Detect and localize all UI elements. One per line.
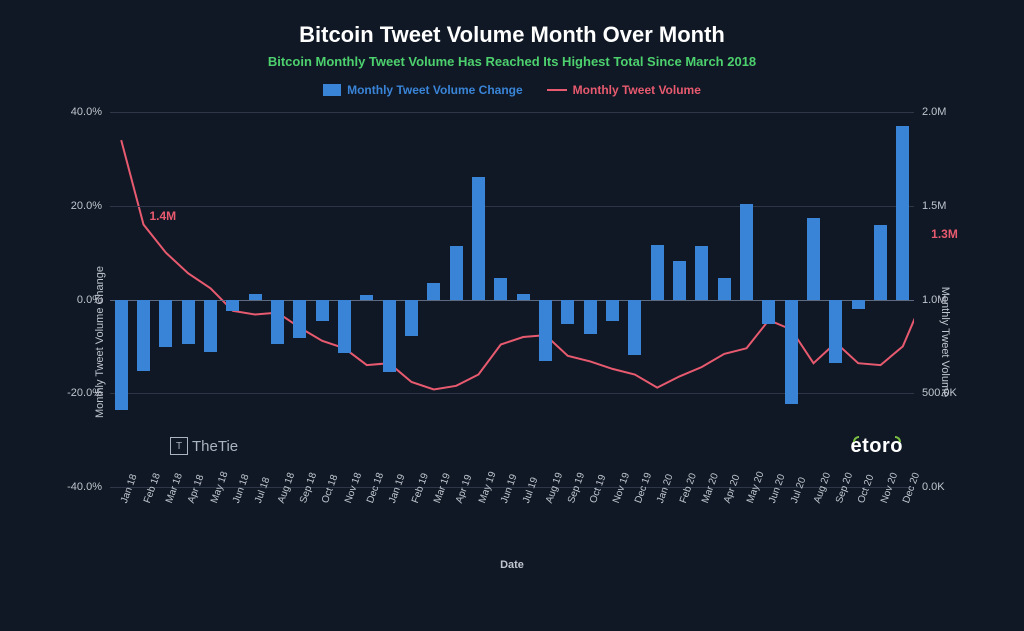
bar [271,300,284,344]
bar [807,218,820,300]
bar [159,300,172,348]
bar [852,300,865,309]
bar [316,300,329,321]
line-callout: 1.4M [150,209,177,223]
grid-line [110,112,914,113]
bar [673,261,686,299]
y-tick-right: 2.0M [922,106,972,118]
chart-legend: Monthly Tweet Volume Change Monthly Twee… [40,83,984,97]
bar [405,300,418,337]
bar [383,300,396,373]
chart-area: Monthly Tweet Volume Change Monthly Twee… [40,107,984,577]
chart-subtitle: Bitcoin Monthly Tweet Volume Has Reached… [40,54,984,69]
legend-swatch-bar [323,84,341,96]
bar [740,204,753,299]
bar [561,300,574,325]
bar [450,246,463,299]
bar [182,300,195,345]
bar [293,300,306,339]
bar [539,300,552,362]
bar [115,300,128,410]
x-axis: Date Jan 18Feb 18Mar 18Apr 18May 18Jun 1… [110,495,914,569]
bar [762,300,775,324]
bar [718,278,731,299]
bar [204,300,217,353]
legend-swatch-line [547,89,567,91]
y-tick-left: 20.0% [52,200,102,212]
legend-label-line: Monthly Tweet Volume [573,83,701,97]
y-tick-left: -40.0% [52,481,102,493]
bar [472,177,485,300]
legend-item-bar: Monthly Tweet Volume Change [323,83,523,97]
bar [494,278,507,300]
y-tick-left: -20.0% [52,387,102,399]
legend-label-bar: Monthly Tweet Volume Change [347,83,523,97]
y-tick-right: 1.0M [922,294,972,306]
bar [829,300,842,364]
chart-title: Bitcoin Tweet Volume Month Over Month [40,22,984,48]
bar [874,225,887,299]
bar [785,300,798,405]
y-tick-left: 40.0% [52,106,102,118]
bar [338,300,351,354]
bar [226,300,239,312]
bar [584,300,597,335]
x-axis-title: Date [500,559,524,571]
bar [651,245,664,299]
legend-item-line: Monthly Tweet Volume [547,83,701,97]
y-tick-right: 0.0K [922,481,972,493]
plot-region: 1.4M1.3MTTheTieetoro [110,112,914,487]
bar [628,300,641,355]
bar [517,294,530,300]
bar [695,246,708,300]
grid-line [110,206,914,207]
etoro-logo: etoro [848,435,907,458]
thetie-logo: TTheTie [170,437,238,455]
bar [137,300,150,372]
bar [249,294,262,299]
bar [427,283,440,300]
bar [360,295,373,299]
y-tick-right: 1.5M [922,200,972,212]
y-tick-left: 0.0% [52,294,102,306]
y-tick-right: 500.0K [922,387,972,399]
bar [606,300,619,322]
bar [896,126,909,299]
line-callout: 1.3M [931,227,958,241]
